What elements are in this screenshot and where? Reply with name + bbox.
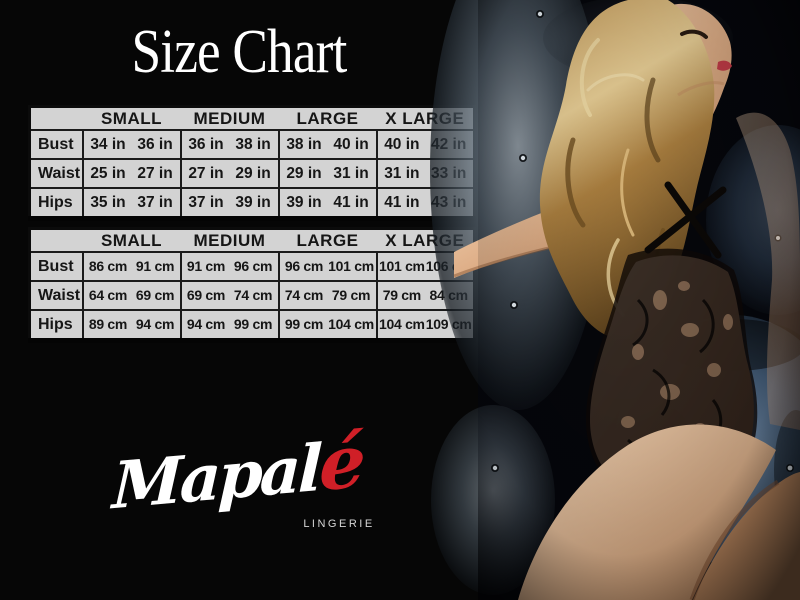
brand-wordmark: Mapalé <box>111 418 367 525</box>
measurement-value: 41 in <box>333 193 369 211</box>
measurement-value: 74 cm <box>284 286 324 303</box>
measurement-value: 37 in <box>188 193 224 211</box>
measurement-value: 31 in <box>384 164 420 182</box>
measurement-value: 94 cm <box>186 315 226 332</box>
measurement-value: 101 cm <box>328 257 374 274</box>
row-label: Hips <box>28 309 84 342</box>
measurement-cell: 69 cm 74 cm <box>179 280 280 311</box>
col-header-large: LARGE <box>278 228 377 253</box>
row-label: Waist <box>28 158 84 189</box>
vignette-overlay <box>478 0 800 600</box>
measurement-value: 96 cm <box>284 257 324 274</box>
measurement-cell: 39 in 41 in <box>277 187 378 220</box>
measurement-cell: 89 cm 94 cm <box>81 309 182 342</box>
measurement-value: 69 cm <box>135 286 175 303</box>
measurement-value: 64 cm <box>88 286 128 303</box>
measurement-value: 35 in <box>90 193 126 211</box>
size-table-centimeters: SMALL MEDIUM LARGE X LARGE Bust 86 cm 91 … <box>28 227 476 343</box>
brand-tagline: LINGERIE <box>303 518 375 530</box>
row-label: Waist <box>28 280 84 311</box>
measurement-cell: 94 cm 99 cm <box>179 309 280 342</box>
table-row-bust: Bust 34 in 36 in 36 in 38 in 38 in 40 in 40… <box>28 129 476 160</box>
measurement-cell: 64 cm 69 cm <box>81 280 182 311</box>
measurement-value: 79 cm <box>382 286 422 303</box>
measurement-value: 96 cm <box>233 257 273 274</box>
measurement-value: 69 cm <box>186 286 226 303</box>
brand-accent-letter: é <box>317 417 368 509</box>
measurement-value: 86 cm <box>88 257 128 274</box>
measurement-value: 37 in <box>137 193 173 211</box>
header-row: SMALL MEDIUM LARGE X LARGE <box>29 228 475 253</box>
col-header-small: SMALL <box>82 228 181 253</box>
measurement-cell: 35 in 37 in <box>81 187 182 220</box>
measurement-value: 38 in <box>286 135 322 153</box>
measurement-value: 39 in <box>286 193 322 211</box>
measurement-cell: 96 cm 101 cm <box>277 251 378 282</box>
corner-cell <box>29 228 83 253</box>
measurement-value: 36 in <box>188 135 224 153</box>
chart-panel: Size Chart SMALL MEDIUM LARGE X LARGE Bu… <box>0 18 478 546</box>
measurement-cell: 27 in 29 in <box>179 158 280 189</box>
measurement-cell: 86 cm 91 cm <box>81 251 182 282</box>
table-row-waist: Waist 25 in 27 in 27 in 29 in 29 in 31 in 3… <box>28 158 476 189</box>
measurement-value: 27 in <box>188 164 224 182</box>
measurement-value: 39 in <box>235 193 271 211</box>
measurement-value: 40 in <box>384 135 420 153</box>
measurement-value: 25 in <box>90 164 126 182</box>
col-header-medium: MEDIUM <box>180 228 279 253</box>
measurement-value: 99 cm <box>233 315 273 332</box>
col-header-small: SMALL <box>82 106 181 131</box>
table-row-hips: Hips 89 cm 94 cm 94 cm 99 cm 99 cm 104 cm 1… <box>28 309 476 342</box>
measurement-value: 27 in <box>137 164 173 182</box>
measurement-value: 41 in <box>384 193 420 211</box>
measurement-value: 101 cm <box>379 257 425 274</box>
measurement-cell: 74 cm 79 cm <box>277 280 378 311</box>
measurement-value: 29 in <box>286 164 322 182</box>
measurement-value: 36 in <box>137 135 173 153</box>
page-title: Size Chart <box>131 18 348 86</box>
col-header-medium: MEDIUM <box>180 106 279 131</box>
measurement-cell: 38 in 40 in <box>277 129 378 160</box>
corner-cell <box>29 106 83 131</box>
brand-name: Mapal <box>110 430 321 525</box>
table-row-waist: Waist 64 cm 69 cm 69 cm 74 cm 74 cm 79 cm 7… <box>28 280 476 311</box>
measurement-cell: 37 in 39 in <box>179 187 280 220</box>
table-row-bust: Bust 86 cm 91 cm 91 cm 96 cm 96 cm 101 cm 1… <box>28 251 476 282</box>
measurement-value: 29 in <box>235 164 271 182</box>
col-header-large: LARGE <box>278 106 377 131</box>
header-row: SMALL MEDIUM LARGE X LARGE <box>29 106 475 131</box>
row-label: Bust <box>28 129 84 160</box>
measurement-value: 99 cm <box>284 315 324 332</box>
measurement-cell: 34 in 36 in <box>81 129 182 160</box>
measurement-cell: 29 in 31 in <box>277 158 378 189</box>
measurement-value: 79 cm <box>331 286 371 303</box>
measurement-value: 38 in <box>235 135 271 153</box>
brand-logo: Mapalé LINGERIE <box>0 418 478 546</box>
model-photo <box>430 0 800 600</box>
table-row-hips: Hips 35 in 37 in 37 in 39 in 39 in 41 in 41… <box>28 187 476 220</box>
measurement-cell: 36 in 38 in <box>179 129 280 160</box>
measurement-value: 31 in <box>333 164 369 182</box>
row-label: Hips <box>28 187 84 220</box>
measurement-value: 89 cm <box>88 315 128 332</box>
measurement-value: 94 cm <box>135 315 175 332</box>
measurement-value: 91 cm <box>186 257 226 274</box>
measurement-cell: 99 cm 104 cm <box>277 309 378 342</box>
row-label: Bust <box>28 251 84 282</box>
measurement-value: 91 cm <box>135 257 175 274</box>
measurement-value: 40 in <box>333 135 369 153</box>
measurement-value: 104 cm <box>328 315 374 332</box>
measurement-cell: 91 cm 96 cm <box>179 251 280 282</box>
measurement-value: 34 in <box>90 135 126 153</box>
size-table-inches: SMALL MEDIUM LARGE X LARGE Bust 34 in 36 … <box>28 105 476 221</box>
measurement-value: 104 cm <box>379 315 425 332</box>
measurement-cell: 25 in 27 in <box>81 158 182 189</box>
model-photo-illustration <box>430 0 800 600</box>
measurement-value: 74 cm <box>233 286 273 303</box>
